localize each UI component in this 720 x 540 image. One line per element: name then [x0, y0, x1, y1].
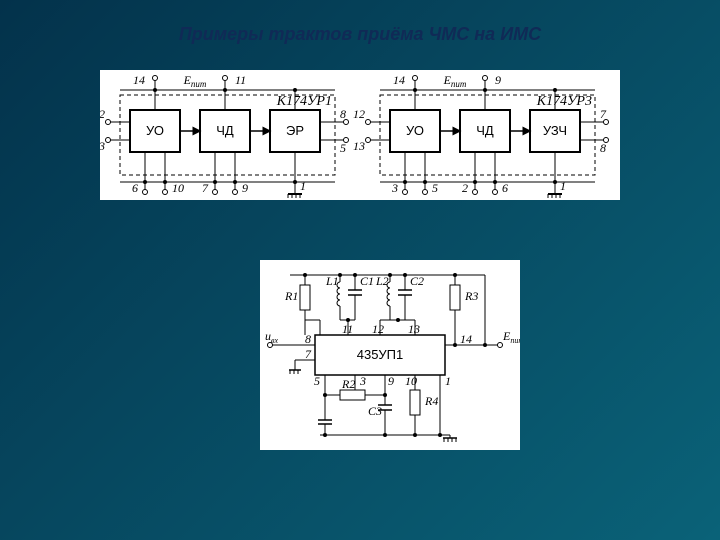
chip1-block2: ЭР: [286, 123, 304, 138]
chip1-block0: УО: [146, 123, 164, 138]
chip1-pin5: 5: [340, 141, 346, 155]
chip2-block0: УО: [406, 123, 424, 138]
svg-text:L2: L2: [375, 274, 389, 288]
ic-label: 435УП1: [357, 347, 404, 362]
svg-text:R1: R1: [284, 289, 298, 303]
r4-label: R4: [424, 394, 438, 408]
slide-root: Примеры трактов приёма ЧМС на ИМС К174УР…: [0, 0, 720, 540]
chip2-pin12: 12: [353, 107, 365, 121]
uvh-label: uвх: [265, 329, 278, 345]
r2-label: R2: [341, 377, 355, 391]
pin9: 9: [388, 374, 394, 388]
chip-2: К174УР3 УО ЧД УЗЧ 14 9: [353, 73, 609, 198]
top-circuit-panel: К174УР1 УО ЧД ЭР 14: [100, 70, 620, 200]
pin10: 10: [405, 374, 417, 388]
svg-text:C1: C1: [360, 274, 374, 288]
pin1b: 1: [445, 374, 451, 388]
chip1-pin1: 1: [300, 179, 306, 193]
pin12: 12: [372, 322, 384, 336]
chip1-pin8: 8: [340, 107, 346, 121]
chip1-pin11: 11: [235, 73, 246, 87]
svg-text:C2: C2: [410, 274, 424, 288]
chip2-pin1: 1: [560, 179, 566, 193]
chip2-pin8r: 8: [600, 141, 606, 155]
chip2-pin6b: 6: [502, 181, 508, 195]
epit-label: Eпит: [502, 329, 520, 345]
pin8: 8: [305, 332, 311, 346]
chip1-pin10: 10: [172, 181, 184, 195]
svg-text:L1: L1: [325, 274, 339, 288]
chip2-pin9t: 9: [495, 73, 501, 87]
chip1-pin7: 7: [202, 181, 209, 195]
chip-1: К174УР1 УО ЧД ЭР 14: [100, 73, 349, 198]
chip1-epit: Eпит: [183, 73, 207, 89]
c3-label: C3: [368, 404, 382, 418]
chip1-pin14: 14: [133, 73, 145, 87]
chip1-block1: ЧД: [216, 123, 234, 138]
r1: R1: [284, 273, 310, 335]
chip2-pin7r: 7: [600, 107, 607, 121]
pin13: 13: [408, 322, 420, 336]
chip1-pin2: 2: [100, 107, 105, 121]
chip1-label: К174УР1: [276, 94, 332, 109]
slide-title: Примеры трактов приёма ЧМС на ИМС: [0, 24, 720, 45]
pin7: 7: [305, 347, 312, 361]
chip2-label: К174УР3: [536, 94, 592, 109]
pin11: 11: [342, 322, 353, 336]
chip2-pin14: 14: [393, 73, 405, 87]
chip2-epit: Eпит: [443, 73, 467, 89]
svg-text:R3: R3: [464, 289, 478, 303]
chip2-block1: ЧД: [476, 123, 494, 138]
pin3: 3: [359, 374, 366, 388]
chip1-pin13: 13: [100, 139, 105, 153]
chip2-pin2b: 2: [462, 181, 468, 195]
chip2-pin3: 3: [391, 181, 398, 195]
bottom-circuit-panel: R1 L1 C1: [260, 260, 520, 450]
chip1-pin9: 9: [242, 181, 248, 195]
pin14: 14: [460, 332, 472, 346]
chip2-block2: УЗЧ: [543, 123, 567, 138]
chip1-pin6: 6: [132, 181, 138, 195]
chip2-pin5: 5: [432, 181, 438, 195]
pin5: 5: [314, 374, 320, 388]
top-circuit-svg: К174УР1 УО ЧД ЭР 14: [100, 70, 620, 200]
bottom-circuit-svg: R1 L1 C1: [260, 260, 520, 450]
l2c2: L2 C2: [375, 273, 424, 322]
chip2-pin13: 13: [353, 139, 365, 153]
